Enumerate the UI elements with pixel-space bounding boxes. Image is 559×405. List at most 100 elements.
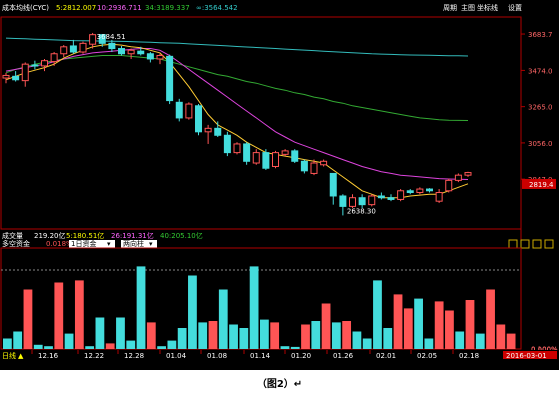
candle-up bbox=[41, 60, 48, 67]
fund-bar bbox=[383, 328, 393, 349]
candle-up bbox=[233, 143, 241, 154]
date-axis: 日线 ▲ 12.16 12.22 12.28 01.04 01.08 01.14 01.20 01… bbox=[0, 350, 559, 360]
candle-up bbox=[281, 150, 289, 155]
type-select[interactable] bbox=[121, 240, 157, 248]
settings-icon[interactable] bbox=[508, 239, 518, 249]
candle-down bbox=[214, 127, 222, 136]
candle-up bbox=[435, 192, 443, 202]
menu-item[interactable]: 坐标线 bbox=[477, 3, 498, 12]
candle-up bbox=[454, 174, 462, 181]
candle-down bbox=[243, 143, 251, 162]
candle-up bbox=[320, 160, 328, 166]
fund-bar bbox=[506, 333, 516, 349]
date-tick-label: 02.05 bbox=[417, 352, 437, 360]
candle-up bbox=[127, 49, 135, 55]
ma34-line bbox=[5, 55, 469, 121]
candle-up bbox=[60, 46, 68, 55]
candle-up bbox=[2, 74, 10, 79]
fund-bar bbox=[239, 328, 249, 349]
date-tick-label: 01.08 bbox=[207, 352, 227, 360]
candle-down bbox=[137, 50, 145, 55]
close-icon[interactable] bbox=[544, 239, 554, 249]
fund-bars bbox=[3, 266, 516, 349]
candle-up bbox=[310, 162, 318, 174]
fund-bar bbox=[74, 280, 84, 349]
down-icon[interactable] bbox=[532, 239, 542, 249]
up-icon[interactable] bbox=[520, 239, 530, 249]
cyc-legend-item: 34:3189.337 bbox=[145, 4, 190, 12]
low-annotation: 2638.30 bbox=[347, 207, 376, 215]
end-date-box bbox=[503, 351, 557, 359]
fund-bar bbox=[229, 324, 238, 349]
fund-bar bbox=[13, 331, 23, 349]
fund-bar bbox=[64, 333, 74, 349]
volume-legend: 成交量 219.20亿 5:180.51亿 26:191.31亿 40:205.10亿 bbox=[2, 231, 203, 240]
candle-up bbox=[185, 103, 193, 119]
candle-down bbox=[98, 34, 106, 44]
candle-down bbox=[118, 48, 125, 55]
candle-down bbox=[358, 197, 366, 206]
chevron-down-icon[interactable]: ▾ bbox=[149, 240, 153, 248]
price-tick-label: 3265.0 bbox=[528, 104, 553, 112]
chevron-down-icon[interactable]: ▾ bbox=[107, 240, 111, 248]
fund-bar bbox=[177, 328, 187, 349]
candle-down bbox=[31, 64, 39, 67]
fund-bar bbox=[475, 333, 485, 349]
menu-item[interactable]: 主图 bbox=[461, 3, 475, 12]
candle-up bbox=[79, 42, 87, 53]
candle-down bbox=[406, 190, 414, 194]
fund-bar bbox=[352, 331, 362, 349]
menu-item[interactable]: 周期 bbox=[443, 4, 457, 12]
fund-bar bbox=[44, 346, 53, 349]
fund-bar bbox=[445, 310, 454, 349]
fund-bar bbox=[85, 346, 95, 349]
fund-bar bbox=[342, 321, 352, 349]
period-mode-label[interactable]: 日线 bbox=[2, 351, 16, 360]
fund-bar bbox=[424, 338, 434, 349]
date-axis-bg bbox=[0, 350, 559, 360]
volume-legend-item: 5:180.51亿 bbox=[66, 231, 104, 240]
fund-bar bbox=[167, 340, 177, 349]
menu-item[interactable]: 设置 bbox=[508, 3, 522, 12]
candle-up bbox=[50, 53, 58, 63]
fund-bar bbox=[455, 331, 465, 349]
chart-svg: 成本均线(CYC) 5:2812.007 10:2936.711 34:3189.3… bbox=[0, 3, 559, 360]
fund-bar bbox=[373, 280, 382, 349]
price-annotations: 3684.51 2638.30 bbox=[97, 33, 376, 215]
candle-down bbox=[195, 105, 202, 133]
fund-bar bbox=[33, 344, 43, 349]
fund-bar bbox=[321, 303, 331, 349]
volume-legend-item: 26:191.31亿 bbox=[111, 231, 154, 240]
fund-bar bbox=[208, 321, 218, 349]
triangle-up-icon[interactable]: ▲ bbox=[18, 352, 24, 360]
fund-bar bbox=[331, 322, 341, 349]
chart-menu[interactable]: 周期 主图 坐标线 设置 bbox=[443, 3, 522, 12]
fund-bar bbox=[434, 301, 444, 349]
fund-bar bbox=[393, 294, 403, 349]
candle-down bbox=[175, 101, 183, 119]
date-tick-label: 01.14 bbox=[250, 352, 271, 360]
candle-up bbox=[397, 190, 405, 200]
candle-up bbox=[368, 195, 376, 206]
price-panel-border bbox=[0, 16, 522, 230]
volume-title: 成交量 bbox=[2, 231, 23, 240]
candle-up bbox=[445, 179, 453, 192]
candle-up bbox=[272, 152, 279, 167]
candle-down bbox=[262, 152, 270, 169]
candle-down bbox=[69, 45, 77, 53]
price-tick-label: 3683.7 bbox=[528, 31, 553, 39]
current-price-label: 2819.4 bbox=[529, 181, 554, 189]
fund-bar bbox=[270, 322, 280, 349]
fund-bar bbox=[260, 319, 269, 349]
fund-value: 0.018% bbox=[46, 240, 73, 248]
date-tick-label: 01.20 bbox=[291, 352, 311, 360]
fund-bar bbox=[146, 322, 156, 349]
fund-bar bbox=[54, 282, 64, 349]
fund-bar bbox=[157, 346, 166, 349]
cyc-legend-item: ∞:3564.542 bbox=[196, 4, 238, 12]
current-price-box bbox=[522, 178, 556, 189]
period-select[interactable] bbox=[69, 240, 115, 248]
volume-legend-item: 40:205.10亿 bbox=[160, 231, 203, 240]
candle-up bbox=[204, 127, 212, 133]
candle-down bbox=[12, 75, 20, 81]
